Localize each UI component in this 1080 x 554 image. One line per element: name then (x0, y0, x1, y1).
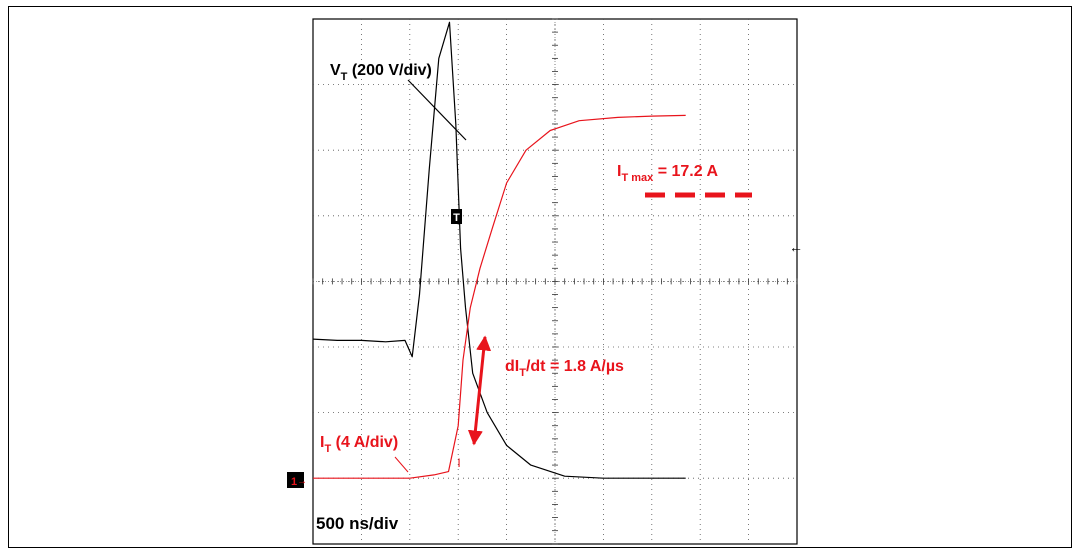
v-label-leader (407, 79, 467, 141)
channel-ground-arrow-icon: → (297, 476, 307, 487)
traces (312, 21, 686, 479)
current-trace (313, 114, 686, 479)
i-trace-cursor: I (457, 456, 460, 470)
i-trace-label: IT (4 A/div) (320, 434, 398, 455)
i-label-leader (394, 456, 409, 473)
timebase-label: 500 ns/div (316, 514, 399, 533)
channel-ground-marker (287, 472, 304, 488)
grid (312, 18, 798, 545)
channel-ground-label: 1 (291, 476, 297, 488)
v-trace-label: VT (200 V/div) (330, 62, 432, 83)
trigger-level-arrow-icon: ← (789, 239, 803, 255)
slope-label: dIT/dt = 1.8 A/µs (505, 358, 624, 379)
slope-arrow (467, 335, 492, 446)
voltage-trace (312, 21, 686, 479)
peak-current-label: IT max = 17.2 A (617, 163, 718, 184)
trigger-marker (451, 209, 462, 224)
figure-frame (8, 6, 1072, 548)
trigger-marker-label: T (453, 212, 460, 224)
